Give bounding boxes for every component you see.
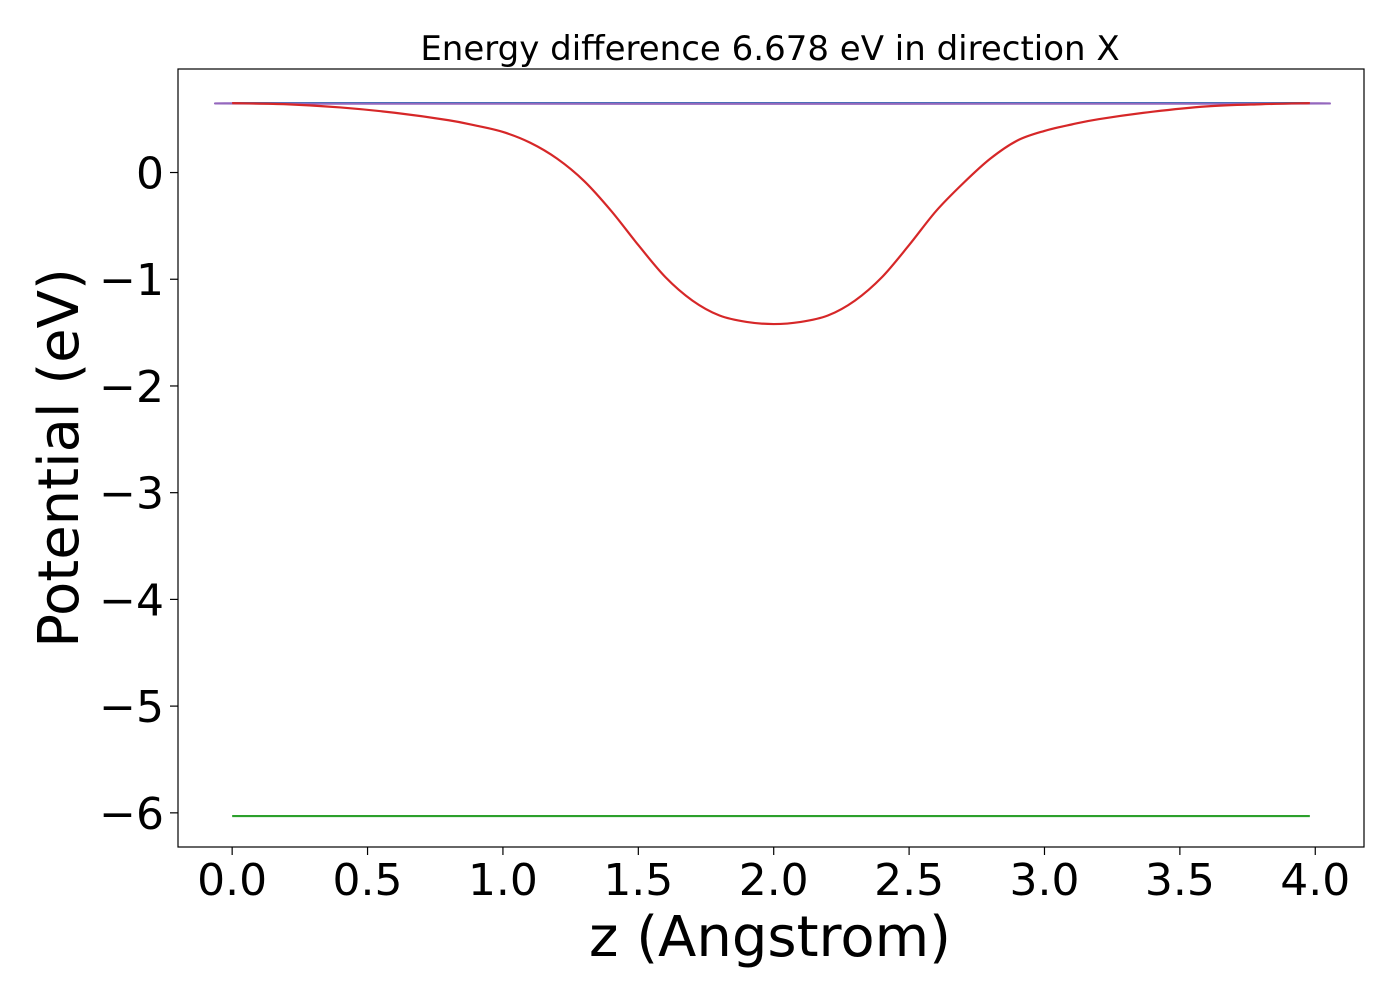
plot-area [177,68,1365,848]
x-tick-label: 2.0 [739,855,809,906]
x-axis-label: z (Angstrom) [589,905,951,970]
y-tick-label: −5 [99,682,164,733]
y-tick-label: −1 [99,255,164,306]
x-tick-label: 1.0 [468,855,538,906]
y-tick-label: −6 [99,789,164,840]
x-tick-label: 2.5 [874,855,944,906]
y-tick-label: −4 [99,575,164,626]
series-line-3 [232,102,1310,326]
y-tick-label: 0 [136,149,164,200]
x-tick-label: 0.0 [197,855,267,906]
series-layer [213,102,1331,818]
x-axis-ticks: 0.0 0.5 1.0 1.5 2.0 2.5 3.0 3.5 4.0 [197,847,1350,906]
y-tick-label: −3 [99,469,164,520]
y-axis-label: Potential (eV) [27,268,92,648]
x-tick-label: 3.5 [1145,855,1215,906]
x-tick-label: 1.5 [603,855,673,906]
x-tick-label: 4.0 [1280,855,1350,906]
x-tick-label: 0.5 [333,855,403,906]
x-tick-label: 3.0 [1009,855,1079,906]
series-line-2 [213,102,1331,105]
y-axis-ticks: 0 −1 −2 −3 −4 −5 −6 [99,149,178,840]
y-tick-label: −2 [99,362,164,413]
chart-title: Energy difference 6.678 eV in direction … [420,29,1119,69]
